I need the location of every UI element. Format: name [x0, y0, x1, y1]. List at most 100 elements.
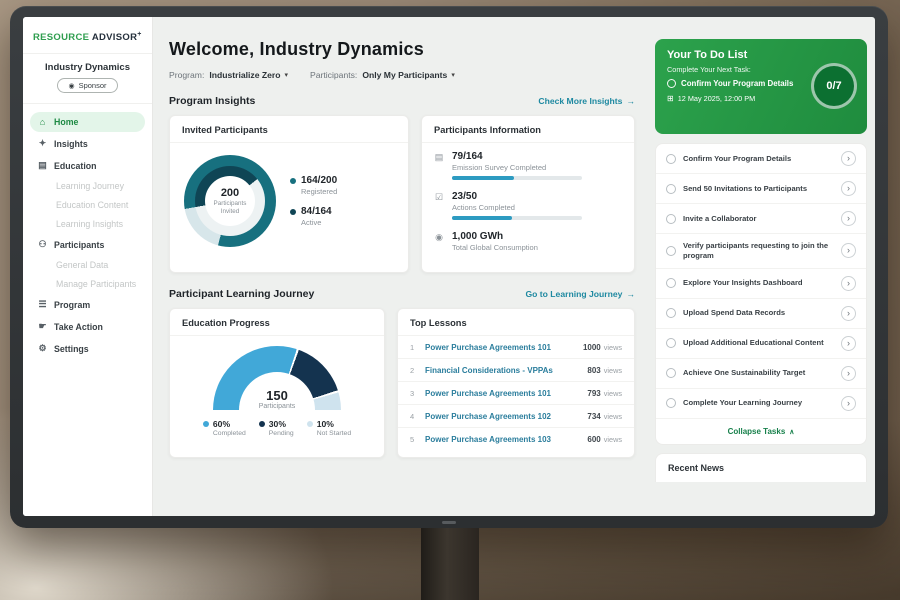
checkbox-icon[interactable]	[666, 338, 676, 349]
nav-item-icon	[37, 299, 48, 310]
lesson-row[interactable]: 2 Financial Considerations - VPPAs 803 vi…	[398, 359, 634, 382]
todo-summary-card: Your To Do List Complete Your Next Task:…	[655, 39, 867, 134]
checkbox-icon[interactable]	[666, 368, 676, 379]
todo-item[interactable]: Explore Your Insights Dashboard	[656, 269, 866, 299]
link-label: Check More Insights	[538, 96, 623, 106]
filter-dropdown[interactable]: Participants: Only My Participants	[310, 70, 455, 80]
sidebar-item[interactable]: Take Action	[30, 316, 145, 337]
lesson-link[interactable]: Power Purchase Agreements 101	[425, 342, 551, 352]
checkbox-icon[interactable]	[666, 153, 676, 164]
lesson-views-word: views	[603, 434, 622, 444]
nav-item-label: Education Content	[56, 200, 129, 211]
checkbox-icon[interactable]	[666, 183, 676, 194]
sidebar-item[interactable]: General Data	[30, 256, 145, 274]
sidebar-item[interactable]: Learning Journey	[30, 177, 145, 195]
checkbox-icon[interactable]	[666, 308, 676, 319]
lesson-row[interactable]: 4 Power Purchase Agreements 102 734 views	[398, 405, 634, 428]
collapse-tasks-button[interactable]: Collapse Tasks	[656, 419, 866, 444]
lesson-views-count: 734	[587, 411, 601, 421]
chevron-right-icon[interactable]	[841, 365, 856, 381]
lesson-number: 2	[410, 365, 415, 375]
todo-item[interactable]: Send 50 Invitations to Participants	[656, 174, 866, 204]
todo-item[interactable]: Complete Your Learning Journey	[656, 389, 866, 419]
todo-item[interactable]: Upload Additional Educational Content	[656, 329, 866, 359]
next-task-label: Confirm Your Program Details	[681, 79, 794, 88]
filter-value: Only My Participants	[362, 70, 448, 80]
lesson-row[interactable]: 1 Power Purchase Agreements 101 1000 view…	[398, 336, 634, 359]
monitor-bezel: RESOURCE ADVISOR+ Industry Dynamics Spon…	[10, 6, 888, 528]
todo-item[interactable]: Confirm Your Program Details	[656, 144, 866, 174]
lesson-number: 1	[410, 342, 415, 352]
checkbox-icon[interactable]	[666, 213, 676, 224]
go-to-learning-journey-link[interactable]: Go to Learning Journey	[525, 289, 635, 299]
lesson-row[interactable]: 5 Power Purchase Agreements 103 600 views	[398, 428, 634, 450]
nav-item-icon	[37, 343, 48, 354]
legend-dot	[258, 421, 265, 427]
lesson-link[interactable]: Financial Considerations - VPPAs	[425, 365, 553, 375]
sidebar-item[interactable]: Program	[30, 294, 145, 315]
filter-label: Program:	[169, 70, 205, 80]
chevron-right-icon[interactable]	[841, 395, 856, 411]
todo-progress-ring: 0/7	[811, 63, 857, 109]
chevron-right-icon[interactable]	[841, 211, 856, 226]
todo-item[interactable]: Verify participants requesting to join t…	[656, 234, 866, 269]
sidebar-item[interactable]: Education	[30, 155, 145, 176]
next-task-row[interactable]: Confirm Your Program Details	[667, 79, 855, 88]
sidebar-item[interactable]: Participants	[30, 234, 145, 255]
lesson-views-word: views	[603, 342, 622, 352]
nav-item-icon	[37, 321, 48, 332]
recent-news-card: Recent News	[655, 452, 867, 482]
card-title: Education Progress	[170, 309, 384, 336]
lesson-number: 3	[410, 388, 415, 398]
sidebar-item[interactable]: Home	[30, 112, 145, 133]
checkbox-icon[interactable]	[666, 278, 676, 289]
sidebar-item[interactable]: Education Content	[30, 196, 145, 214]
todo-list-card: Confirm Your Program Details Send 50 Inv…	[655, 143, 867, 445]
sponsor-badge[interactable]: Sponsor	[57, 78, 118, 94]
legend-value: 164/200	[301, 175, 338, 186]
sidebar-item[interactable]: Insights	[30, 133, 145, 154]
todo-item[interactable]: Invite a Collaborator	[656, 204, 866, 234]
legend-item: 60% Completed	[202, 419, 246, 437]
checkbox-icon[interactable]	[667, 79, 676, 88]
nav-item-label: Insights	[54, 138, 88, 149]
chevron-right-icon[interactable]	[841, 275, 856, 291]
lesson-row[interactable]: 3 Power Purchase Agreements 101 793 views	[398, 382, 634, 405]
lesson-views-count: 803	[587, 365, 601, 375]
chevron-right-icon[interactable]	[841, 243, 856, 259]
nav-item-icon	[37, 239, 48, 250]
chevron-right-icon[interactable]	[841, 335, 856, 351]
legend-percent: 10%	[316, 419, 334, 429]
lesson-link[interactable]: Power Purchase Agreements 103	[425, 434, 551, 444]
lesson-link[interactable]: Power Purchase Agreements 101	[425, 388, 551, 398]
legend-label: Not Started	[316, 430, 352, 437]
chevron-right-icon[interactable]	[841, 305, 856, 321]
sidebar-item[interactable]: Settings	[30, 338, 145, 359]
legend-dot	[306, 421, 313, 427]
chevron-right-icon[interactable]	[841, 151, 856, 166]
gauge-center-value: 150	[266, 388, 288, 403]
legend-item: 30% Pending	[258, 419, 294, 437]
sidebar-item[interactable]: Learning Insights	[30, 215, 145, 233]
checkbox-icon[interactable]	[666, 245, 676, 256]
filter-dropdown[interactable]: Program: Industrialize Zero	[169, 70, 288, 80]
lesson-link[interactable]: Power Purchase Agreements 102	[425, 411, 551, 421]
recent-news-title: Recent News	[668, 462, 725, 473]
filters-row: Program: Industrialize Zero Participants…	[169, 70, 635, 80]
filter-label: Participants:	[310, 70, 358, 80]
chevron-right-icon[interactable]	[841, 181, 856, 196]
todo-item[interactable]: Achieve One Sustainability Target	[656, 359, 866, 389]
checkbox-icon[interactable]	[666, 398, 676, 409]
lesson-number: 5	[410, 434, 415, 444]
calendar-icon	[667, 94, 674, 103]
lessons-list: 1 Power Purchase Agreements 101 1000 view…	[398, 336, 634, 450]
lesson-views-word: views	[603, 388, 622, 398]
todo-item[interactable]: Upload Spend Data Records	[656, 299, 866, 329]
logo-text-primary: RESOURCE	[33, 32, 90, 44]
sidebar-item[interactable]: Manage Participants	[30, 275, 145, 293]
info-value: 1,000 GWh	[452, 231, 504, 242]
link-label: Go to Learning Journey	[525, 289, 623, 299]
check-more-insights-link[interactable]: Check More Insights	[538, 96, 635, 106]
main-content: Welcome, Industry Dynamics Program: Indu…	[153, 17, 651, 516]
nav-item-label: Learning Insights	[56, 219, 123, 230]
